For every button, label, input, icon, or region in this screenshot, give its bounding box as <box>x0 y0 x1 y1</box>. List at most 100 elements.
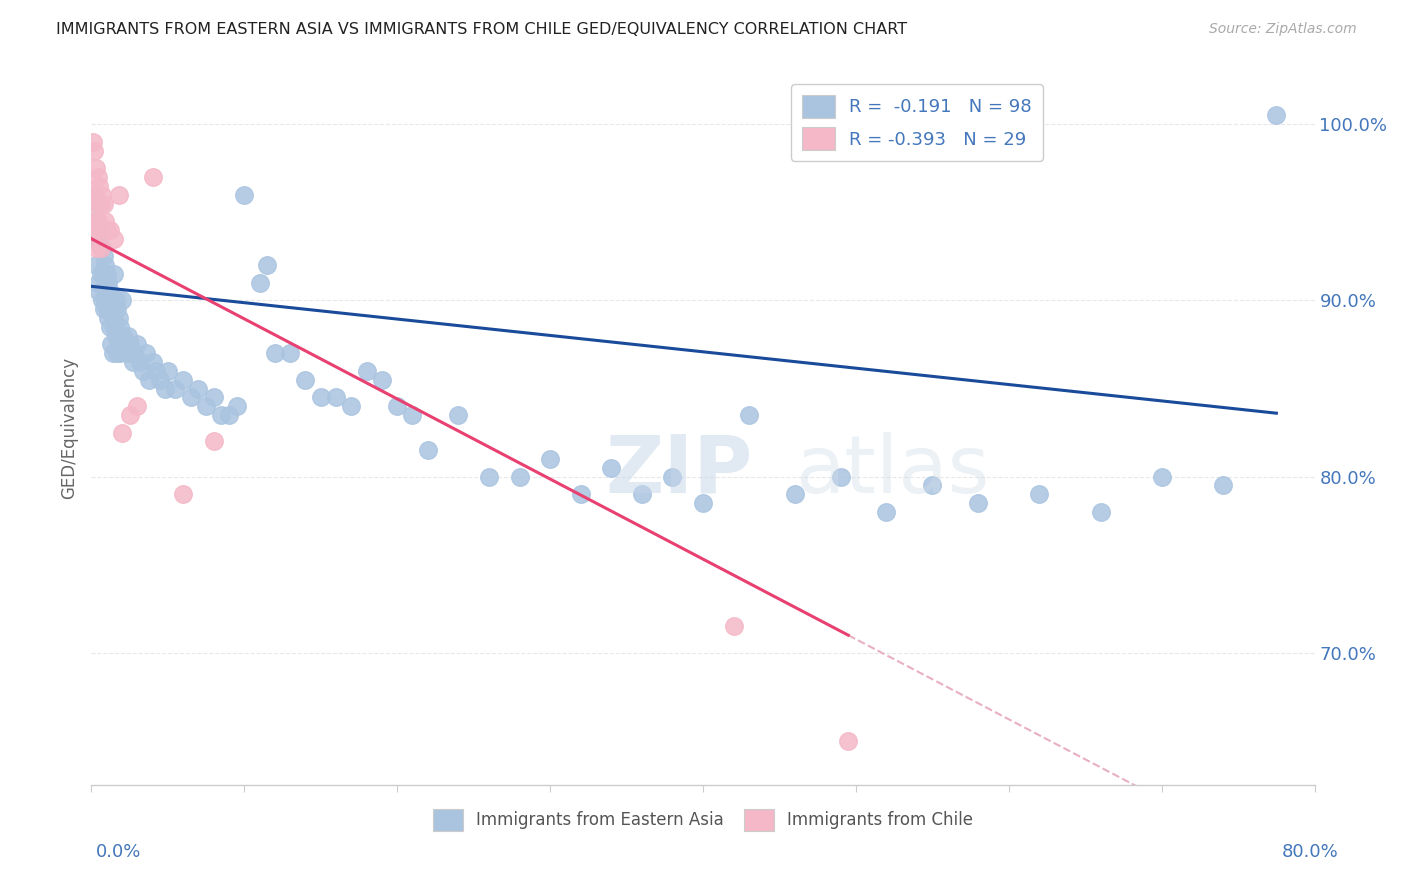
Point <box>569 487 592 501</box>
Point <box>509 469 531 483</box>
Point <box>87 178 110 193</box>
Point <box>100 302 122 317</box>
Point <box>98 319 121 334</box>
Point <box>278 346 301 360</box>
Point <box>82 232 104 246</box>
Point <box>138 373 160 387</box>
Y-axis label: GED/Equivalency: GED/Equivalency <box>60 357 79 500</box>
Point <box>100 337 122 351</box>
Text: 80.0%: 80.0% <box>1282 843 1339 861</box>
Point <box>86 196 108 211</box>
Point <box>87 223 110 237</box>
Point <box>145 364 167 378</box>
Point <box>416 443 439 458</box>
Point <box>1265 108 1288 122</box>
Point <box>104 328 127 343</box>
Point <box>90 241 112 255</box>
Point <box>101 311 124 326</box>
Point <box>156 364 179 378</box>
Point <box>96 267 118 281</box>
Point <box>96 223 118 237</box>
Point <box>132 364 155 378</box>
Point <box>84 161 107 176</box>
Point <box>83 144 105 158</box>
Point <box>141 355 163 369</box>
Point <box>202 434 225 449</box>
Text: IMMIGRANTS FROM EASTERN ASIA VS IMMIGRANTS FROM CHILE GED/EQUIVALENCY CORRELATIO: IMMIGRANTS FROM EASTERN ASIA VS IMMIGRAN… <box>56 22 907 37</box>
Point <box>723 619 745 633</box>
Point <box>96 302 118 317</box>
Point <box>218 408 240 422</box>
Point <box>202 390 225 404</box>
Point <box>209 408 232 422</box>
Point <box>135 346 157 360</box>
Point <box>90 267 112 281</box>
Point <box>97 311 120 326</box>
Point <box>121 355 143 369</box>
Point <box>783 487 806 501</box>
Point <box>264 346 287 360</box>
Point <box>90 223 112 237</box>
Point <box>249 276 271 290</box>
Point <box>129 355 152 369</box>
Point <box>172 373 194 387</box>
Point <box>1028 487 1050 501</box>
Point <box>141 170 163 185</box>
Point <box>94 293 117 308</box>
Point <box>294 373 316 387</box>
Point <box>738 408 761 422</box>
Point <box>84 241 107 255</box>
Point <box>87 232 110 246</box>
Point <box>91 187 114 202</box>
Text: Source: ZipAtlas.com: Source: ZipAtlas.com <box>1209 22 1357 37</box>
Point <box>256 258 278 272</box>
Point <box>82 135 104 149</box>
Text: ZIP: ZIP <box>605 432 752 510</box>
Point <box>114 337 136 351</box>
Legend: Immigrants from Eastern Asia, Immigrants from Chile: Immigrants from Eastern Asia, Immigrants… <box>426 803 980 838</box>
Point <box>93 302 115 317</box>
Point <box>101 346 124 360</box>
Point <box>967 496 990 510</box>
Point <box>103 267 125 281</box>
Point <box>103 232 125 246</box>
Point <box>165 382 187 396</box>
Point <box>115 346 138 360</box>
Point <box>104 293 127 308</box>
Point <box>103 319 125 334</box>
Point <box>325 390 347 404</box>
Point <box>830 469 852 483</box>
Point <box>108 187 131 202</box>
Point <box>86 214 108 228</box>
Point <box>83 187 105 202</box>
Point <box>93 196 115 211</box>
Point <box>631 487 654 501</box>
Point <box>340 399 363 413</box>
Point <box>118 408 141 422</box>
Text: 0.0%: 0.0% <box>96 843 141 861</box>
Point <box>120 346 142 360</box>
Point <box>837 734 859 748</box>
Point <box>1212 478 1234 492</box>
Point <box>225 399 247 413</box>
Point <box>1150 469 1173 483</box>
Point <box>111 293 134 308</box>
Point <box>110 319 132 334</box>
Point <box>118 337 141 351</box>
Point <box>875 505 898 519</box>
Point <box>127 399 149 413</box>
Point <box>97 276 120 290</box>
Point <box>187 382 209 396</box>
Point <box>153 382 176 396</box>
Point <box>385 399 409 413</box>
Point <box>661 469 683 483</box>
Point <box>110 346 132 360</box>
Point <box>93 249 115 263</box>
Point <box>94 258 117 272</box>
Point <box>90 196 112 211</box>
Point <box>86 276 108 290</box>
Point <box>149 373 172 387</box>
Point <box>82 187 104 202</box>
Point <box>356 364 378 378</box>
Point <box>98 223 121 237</box>
